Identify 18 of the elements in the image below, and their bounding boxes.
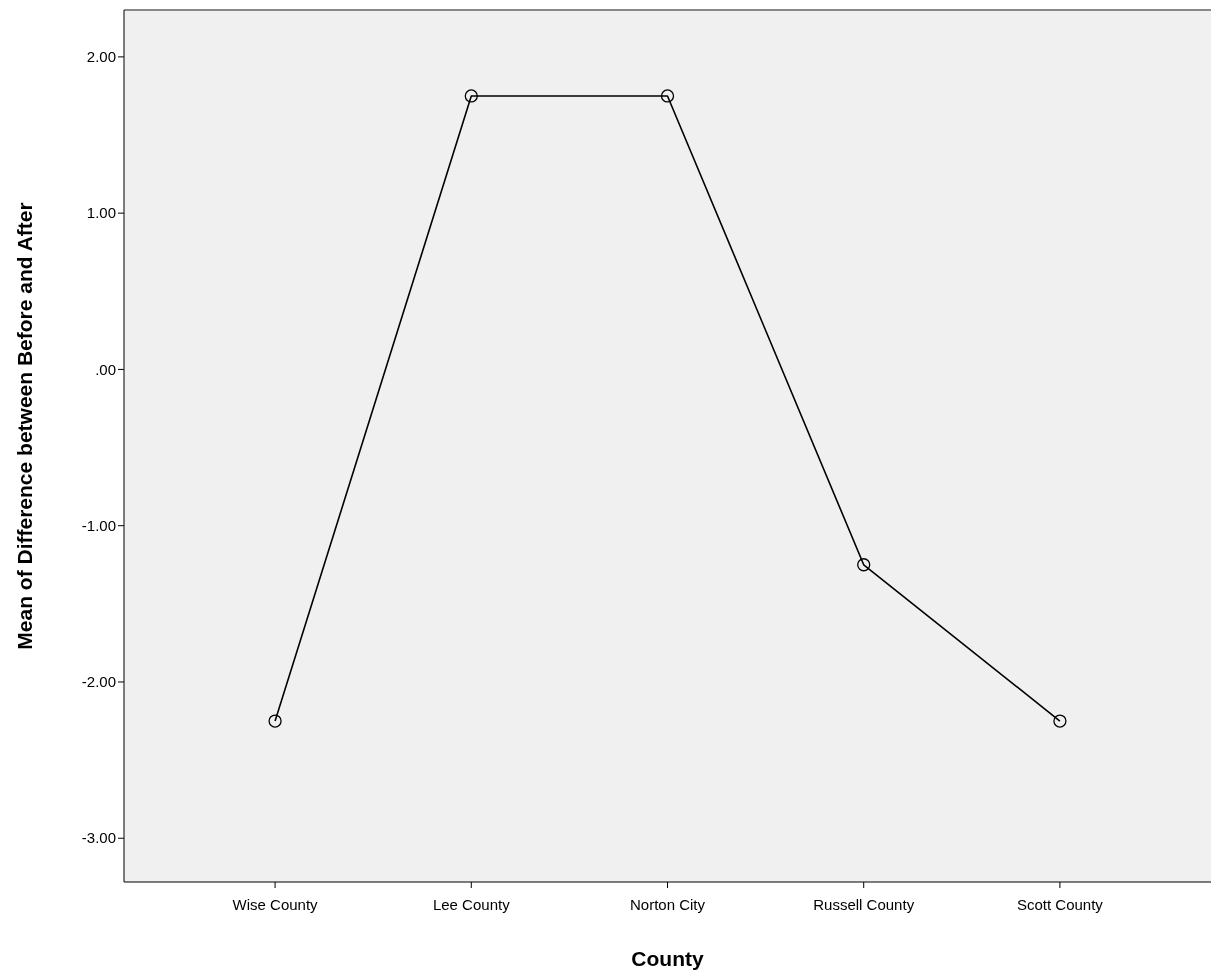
point [268, 714, 282, 728]
x-tick-label: Norton City [629, 896, 706, 913]
x-tick-label: Russell County [813, 896, 915, 913]
x-tick-label: Lee County [432, 896, 511, 913]
y-axis-title: Mean of Difference between Before and After [13, 202, 36, 650]
point [1053, 714, 1067, 728]
point [857, 558, 871, 572]
point [464, 89, 478, 103]
point [660, 89, 675, 103]
x-axis-title: County [631, 947, 704, 970]
x-tick-label: Wise County [232, 896, 319, 913]
y-tick-label: 2.00 [86, 48, 116, 66]
y-tick-label: 1.00 [86, 204, 116, 222]
y-tick-label: -1.00 [81, 516, 116, 534]
y-tick-label: -3.00 [81, 829, 116, 847]
y-tick-label: .00 [95, 360, 116, 378]
x-tick-label: Scott County [1016, 896, 1104, 913]
y-tick-label: -2.00 [81, 673, 116, 691]
